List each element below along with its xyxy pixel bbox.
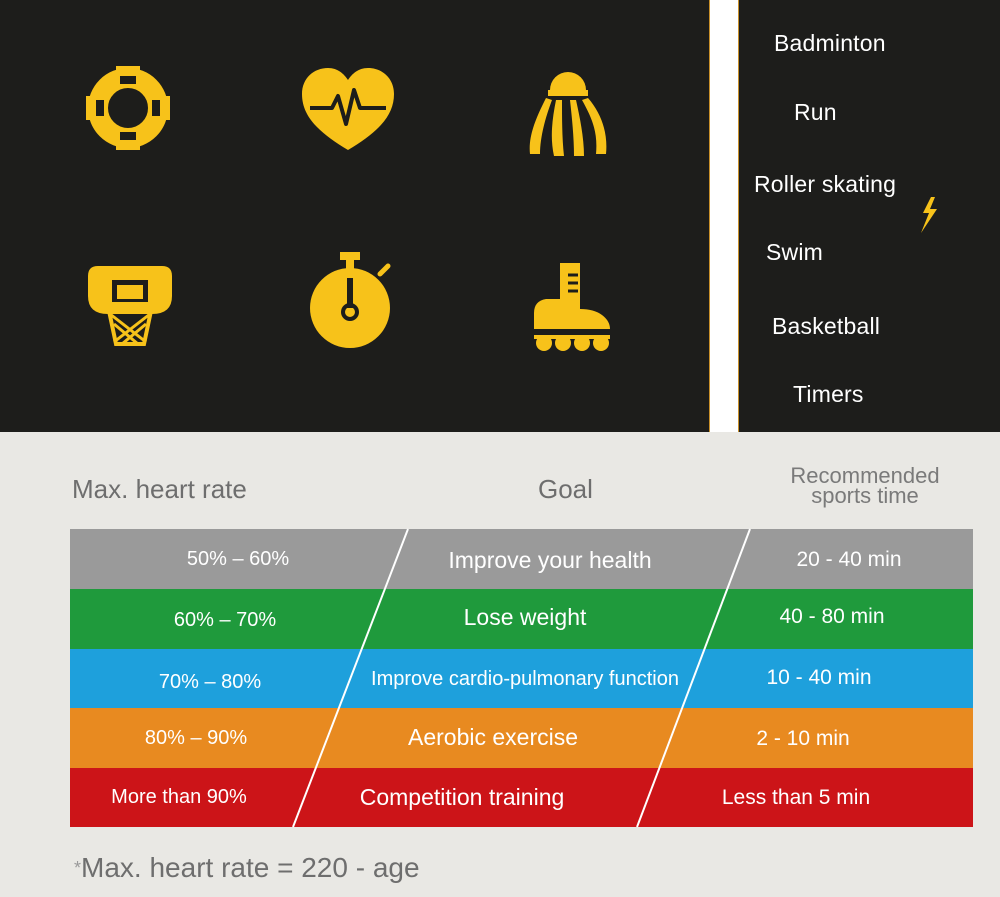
sport-item-basketball: Basketball xyxy=(772,313,881,339)
basketball-hoop-icon xyxy=(80,258,180,358)
row1-time: 20 - 40 min xyxy=(796,548,902,571)
header-goal: Goal xyxy=(538,474,593,504)
row4-time: 2 - 10 min xyxy=(756,727,850,750)
heart-rate-icon xyxy=(298,60,398,160)
swim-lifebuoy-icon xyxy=(78,58,178,158)
footnote-text: Max. heart rate = 220 - age xyxy=(81,852,420,883)
header-recommended-line1: Recommended xyxy=(790,463,940,488)
row3-rate: 70% – 80% xyxy=(158,671,262,693)
sport-item-run: Run xyxy=(794,99,837,125)
row1-goal: Improve your health xyxy=(448,547,652,573)
row4-goal: Aerobic exercise xyxy=(407,724,579,750)
lightning-bolt-icon xyxy=(921,197,937,233)
sport-item-badminton: Badminton xyxy=(774,30,886,56)
row2-time: 40 - 80 min xyxy=(779,605,885,628)
stopwatch-timer-icon xyxy=(300,250,400,350)
row3-goal: Improve cardio-pulmonary function xyxy=(371,668,679,690)
footnote: *Max. heart rate = 220 - age xyxy=(74,852,420,884)
badminton-shuttlecock-icon xyxy=(518,58,618,158)
row4-rate: 80% – 90% xyxy=(144,727,248,749)
sport-item-swim: Swim xyxy=(766,239,824,265)
header-recommended-line2: sports time xyxy=(811,483,919,508)
row2-rate: 60% – 70% xyxy=(173,609,277,631)
sport-icons-panel xyxy=(0,0,710,432)
footnote-star: * xyxy=(74,858,82,878)
row3-time: 10 - 40 min xyxy=(766,666,872,689)
header-max-heart-rate: Max. heart rate xyxy=(72,474,247,504)
roller-skate-icon xyxy=(522,255,622,355)
sport-item-roller-skating: Roller skating xyxy=(754,171,897,197)
row1-rate: 50% – 60% xyxy=(186,548,290,570)
sport-item-timers: Timers xyxy=(793,381,864,407)
header-recommended-sports-time: Recommended sports time xyxy=(780,463,950,508)
sports-list-panel xyxy=(738,0,1000,432)
row2-goal: Lose weight xyxy=(463,604,587,630)
row5-time: Less than 5 min xyxy=(721,786,871,809)
row5-rate: More than 90% xyxy=(111,786,247,808)
row5-goal: Competition training xyxy=(359,784,565,810)
